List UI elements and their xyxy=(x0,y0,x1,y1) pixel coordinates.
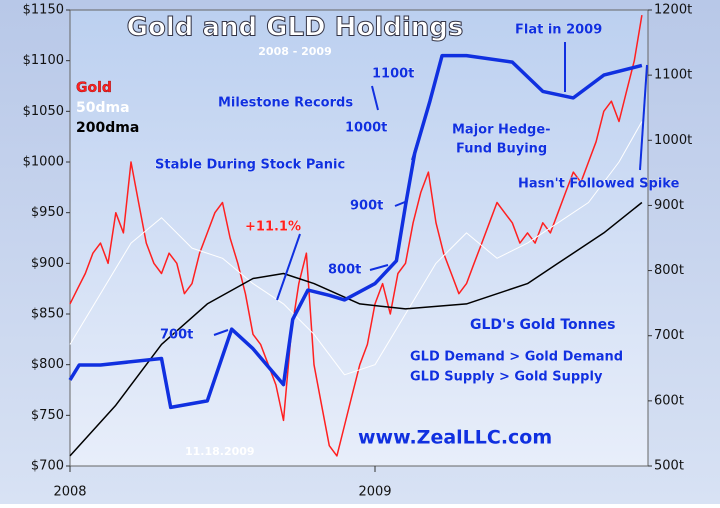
chart-title: Gold and GLD Holdings xyxy=(127,13,464,43)
annotation: 800t xyxy=(328,263,361,278)
y-tick-label: $800 xyxy=(31,357,64,372)
legend-label: 200dma xyxy=(76,120,139,136)
annotation: www.ZealLLC.com xyxy=(358,427,552,449)
annotation: 1000t xyxy=(345,121,387,136)
annotation: Major Hedge- xyxy=(452,123,551,138)
x-tick-label: 2008 xyxy=(53,485,86,500)
y-tick-label: $1100 xyxy=(23,53,64,68)
x-tick-label: 2009 xyxy=(358,485,391,500)
annotation: 11.18.2009 xyxy=(185,445,255,458)
annotation: Fund Buying xyxy=(456,142,547,157)
y2-tick-label: 700t xyxy=(654,328,684,343)
annotation: +11.1% xyxy=(245,220,301,235)
y-tick-label: $750 xyxy=(31,408,64,423)
y-tick-label: $1050 xyxy=(23,104,64,119)
annotation: Stable During Stock Panic xyxy=(155,158,345,173)
annotation: GLD Supply > Gold Supply xyxy=(410,370,603,385)
series-line xyxy=(68,53,643,410)
annotation: 1100t xyxy=(372,67,414,82)
arrow xyxy=(371,85,379,111)
annotation: 700t xyxy=(160,328,193,343)
legend-label: 50dma xyxy=(76,100,130,116)
y2-tick-label: 1200t xyxy=(654,3,692,18)
annotation: Hasn't Followed Spike xyxy=(518,177,680,192)
y2-tick-label: 800t xyxy=(654,263,684,278)
y-tick-label: $1150 xyxy=(23,3,64,18)
arrow xyxy=(213,329,229,336)
arrow xyxy=(276,233,301,301)
chart-subtitle: 2008 - 2009 xyxy=(258,45,331,58)
annotation: Flat in 2009 xyxy=(515,23,602,38)
series-line xyxy=(69,121,643,376)
y-tick-label: $900 xyxy=(31,256,64,271)
annotation: Milestone Records xyxy=(218,96,353,111)
series-line xyxy=(69,14,643,457)
annotation: GLD Demand > Gold Demand xyxy=(410,350,623,365)
arrow xyxy=(411,139,419,161)
y-tick-label: $850 xyxy=(31,307,64,322)
y2-tick-label: 500t xyxy=(654,459,684,474)
legend-label: GLD's Gold Tonnes xyxy=(470,317,615,333)
arrow xyxy=(394,201,406,207)
arrow xyxy=(639,64,648,171)
annotation: 900t xyxy=(350,199,383,214)
y-tick-label: $950 xyxy=(31,205,64,220)
arrow xyxy=(369,264,389,271)
y2-tick-label: 1000t xyxy=(654,133,692,148)
series-line xyxy=(69,201,643,457)
y-tick-label: $1000 xyxy=(23,155,64,170)
y-tick-label: $700 xyxy=(31,459,64,474)
y2-tick-label: 900t xyxy=(654,198,684,213)
y2-tick-label: 1100t xyxy=(654,68,692,83)
legend-label: Gold xyxy=(76,80,112,96)
y2-tick-label: 600t xyxy=(654,393,684,408)
plot-area xyxy=(69,9,649,467)
